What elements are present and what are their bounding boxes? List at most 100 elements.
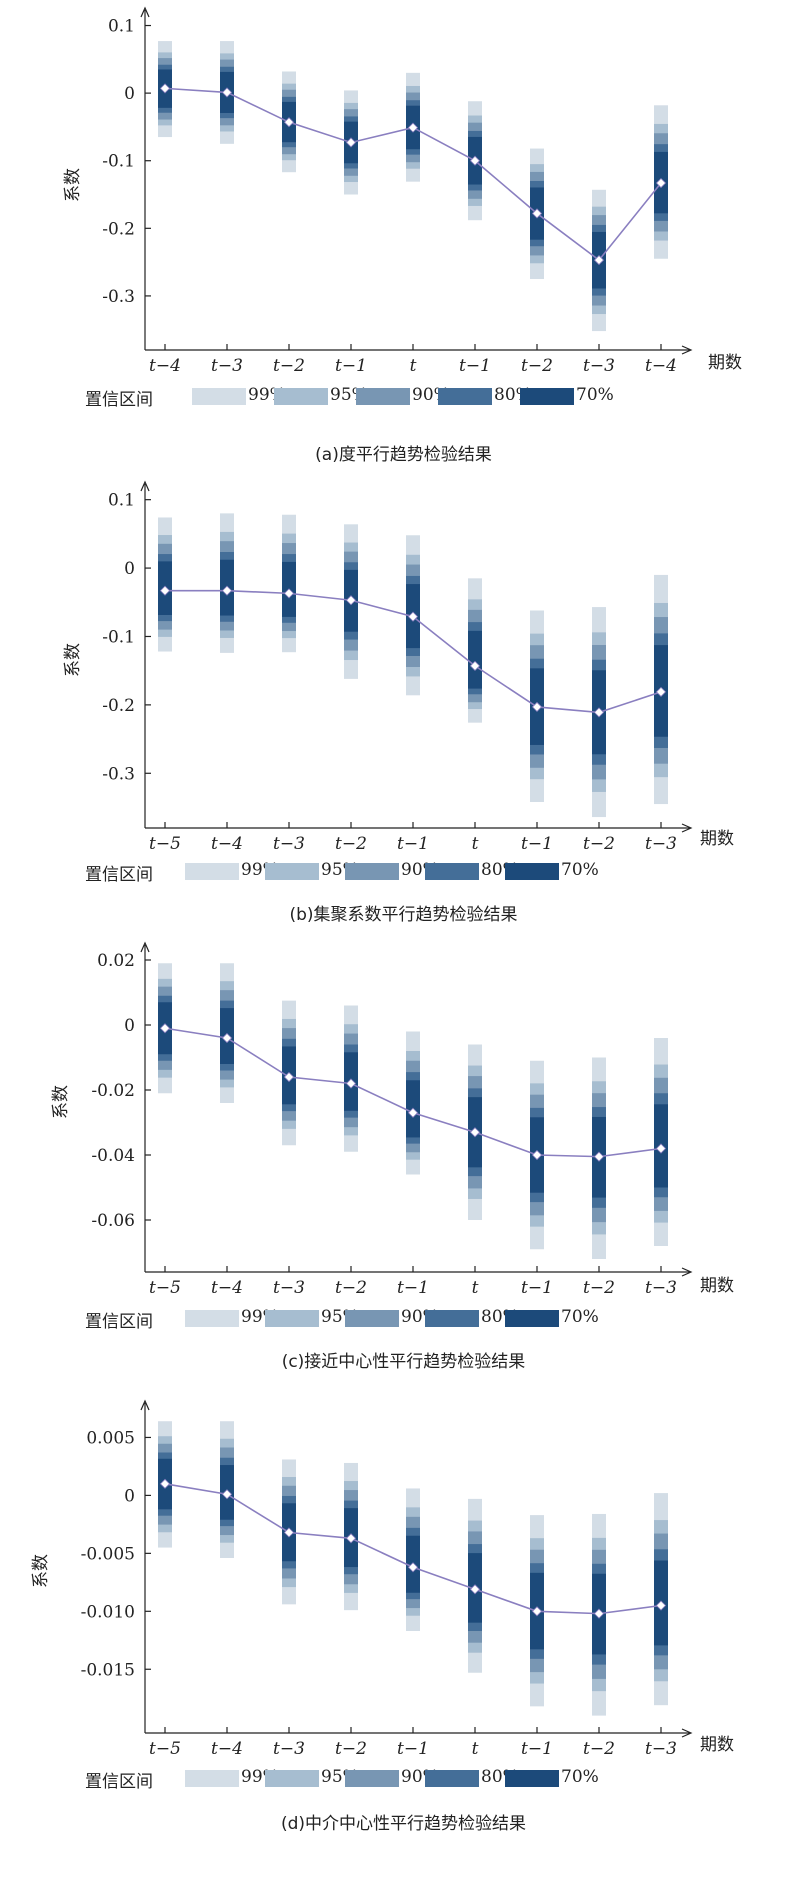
- panel-a-legend-swatch-70%: [520, 388, 574, 405]
- panel-a-xtick-label: t−3: [583, 356, 615, 376]
- panel-d-legend-swatch-95%: [265, 1770, 319, 1787]
- panel-b-legend-title: 置信区间: [85, 865, 153, 885]
- panel-c-legend-swatch-95%: [265, 1310, 319, 1327]
- panel-c-point-marker: [593, 1151, 605, 1162]
- panel-a-ci-band: [344, 90, 358, 195]
- panel-c-ci-band: [654, 1038, 668, 1246]
- panel-b-xtick-label: t−4: [211, 834, 243, 854]
- panel-b-xtick-label: t−2: [583, 834, 615, 854]
- panel-c-point-marker: [345, 1078, 357, 1089]
- panel-d-point-marker: [221, 1489, 233, 1500]
- panel-d: 系数 期数 0.005 0 -0.005 -0.010 -0.015 t−5 t−4 t−3 t…: [0, 1393, 807, 1863]
- panel-d-ci-band: [406, 1488, 420, 1632]
- panel-b-point-marker: [159, 585, 171, 596]
- panel-d-xtick-label: t−1: [397, 1739, 429, 1759]
- panel-b-point-marker: [345, 595, 357, 606]
- panel-d-xtick-label: t−3: [273, 1739, 305, 1759]
- panel-b-point-marker: [655, 686, 667, 697]
- panel-c-y-axis-arrow: [140, 941, 150, 953]
- panel-b-xtick-label: t−3: [273, 834, 305, 854]
- panel-c-xtick-label: t: [472, 1278, 479, 1298]
- panel-c-xtick-label: t−1: [521, 1278, 553, 1298]
- panel-c-xtick-label: t−4: [211, 1278, 243, 1298]
- panel-d-xtick-label: t−2: [335, 1739, 367, 1759]
- panel-d-ytick-label: 0.005: [86, 1428, 135, 1448]
- panel-b-point-marker: [531, 701, 543, 712]
- panel-a-xtick-label: t−2: [521, 356, 553, 376]
- panel-b-ci-band: [220, 513, 234, 653]
- panel-b-point-marker: [221, 585, 233, 596]
- panel-d-xtick-label: t: [472, 1739, 479, 1759]
- panel-a-xtick-label: t−2: [273, 356, 305, 376]
- panel-b-xtick-label: t: [472, 834, 479, 854]
- panel-a-plot: 系数 期数 0.1 0 -0.1 -0.2 -0.3 t−4 t−3 t−2 t−1 t t−1 t−…: [63, 6, 742, 376]
- panel-a-legend: 置信区间 99% 95% 90% 80% 70%: [0, 384, 807, 410]
- panel-b-xlabel: 期数: [700, 829, 734, 849]
- panel-b-ytick-label: 0: [124, 559, 135, 579]
- panel-a-point-marker: [593, 255, 605, 266]
- panel-b-xtick-label: t−1: [521, 834, 553, 854]
- panel-b-legend-swatch-90%: [345, 863, 399, 880]
- panel-b-legend-label-70%: 70%: [561, 860, 599, 880]
- panel-b-caption: (b)集聚系数平行趋势检验结果: [289, 905, 518, 925]
- panel-b-ci-band: [282, 514, 296, 653]
- panel-b-x-axis-arrow: [681, 823, 693, 833]
- panel-b-y-axis-arrow: [140, 480, 150, 492]
- panel-b-ytick-label: -0.2: [102, 696, 135, 716]
- panel-c-xlabel: 期数: [700, 1276, 734, 1296]
- panel-a-x-axis-arrow: [681, 345, 693, 355]
- panel-c-xtick-label: t−3: [273, 1278, 305, 1298]
- panel-a-xtick-label: t−4: [149, 356, 181, 376]
- panel-c-legend-swatch-70%: [505, 1310, 559, 1327]
- panel-c-caption: (c)接近中心性平行趋势检验结果: [281, 1352, 526, 1372]
- panel-d-ylabel: 系数: [31, 1554, 51, 1588]
- panel-c-ylabel: 系数: [51, 1085, 71, 1119]
- panel-b-legend-swatch-80%: [425, 863, 479, 880]
- panel-d-x-axis-arrow: [681, 1728, 693, 1738]
- panel-c-ytick-label: -0.06: [91, 1211, 135, 1231]
- panel-b-ci-band: [468, 578, 482, 723]
- panel-d-legend-swatch-70%: [505, 1770, 559, 1787]
- panel-a-caption: (a)度平行趋势检验结果: [315, 445, 492, 465]
- panel-d-y-axis-arrow: [140, 1399, 150, 1411]
- panel-d-xtick-label: t−1: [521, 1739, 553, 1759]
- panel-a-point-marker: [159, 83, 171, 94]
- panel-c-xtick-label: t−2: [335, 1278, 367, 1298]
- panel-b-ytick-label: 0.1: [108, 491, 135, 511]
- panel-a-xtick-label: t−1: [459, 356, 491, 376]
- panel-a-xlabel: 期数: [708, 353, 742, 373]
- panel-d-caption: (d)中介中心性平行趋势检验结果: [280, 1814, 527, 1834]
- panel-b-xtick-label: t−1: [397, 834, 429, 854]
- panel-a-point-marker: [345, 137, 357, 148]
- panel-d-xtick-label: t−2: [583, 1739, 615, 1759]
- panel-d-ytick-label: -0.010: [81, 1602, 135, 1622]
- panel-a-xtick-label: t−1: [335, 356, 367, 376]
- panel-d-point-marker: [159, 1478, 171, 1489]
- panel-b-plot: 系数 期数 0.1 0 -0.1 -0.2 -0.3 t−5 t−4 t−3 t−2 t−1 t t−…: [63, 480, 734, 854]
- panel-d-ytick-label: -0.015: [81, 1660, 135, 1680]
- panel-b-ytick-label: -0.3: [102, 764, 135, 784]
- panel-d-ytick-label: -0.005: [81, 1544, 135, 1564]
- panel-a-point-marker: [221, 87, 233, 98]
- panel-a-legend-label-70%: 70%: [576, 385, 614, 405]
- panel-c-legend-title: 置信区间: [85, 1312, 153, 1332]
- panel-d-point-marker: [593, 1608, 605, 1619]
- panel-d-xtick-label: t−4: [211, 1739, 243, 1759]
- panel-b-ci-band: [158, 517, 172, 652]
- panel-d-point-marker: [345, 1533, 357, 1544]
- panel-d-point-marker: [655, 1600, 667, 1611]
- panel-b-legend: 置信区间 99% 95% 90% 80% 70%: [0, 859, 807, 885]
- panel-c-x-axis-arrow: [681, 1267, 693, 1277]
- panel-d-legend-swatch-80%: [425, 1770, 479, 1787]
- panel-b: 系数 期数 0.1 0 -0.1 -0.2 -0.3 t−5 t−4 t−3 t−2 t−1 t t−…: [0, 478, 807, 943]
- panel-d-legend: 置信区间 99% 95% 90% 80% 70%: [0, 1766, 807, 1792]
- panel-c-point-marker: [655, 1143, 667, 1154]
- panel-c-xtick-label: t−5: [149, 1278, 181, 1298]
- panel-a-xtick-label: t−4: [645, 356, 677, 376]
- panel-c-xtick-label: t−3: [645, 1278, 677, 1298]
- panel-b-xtick-label: t−5: [149, 834, 181, 854]
- panel-a: 系数 期数 0.1 0 -0.1 -0.2 -0.3 t−4 t−3 t−2 t−1 t t−1 t−…: [0, 0, 807, 465]
- panel-b-ytick-label: -0.1: [102, 627, 135, 647]
- panel-c-point-marker: [531, 1149, 543, 1161]
- panel-c-ytick-label: 0.02: [97, 951, 135, 971]
